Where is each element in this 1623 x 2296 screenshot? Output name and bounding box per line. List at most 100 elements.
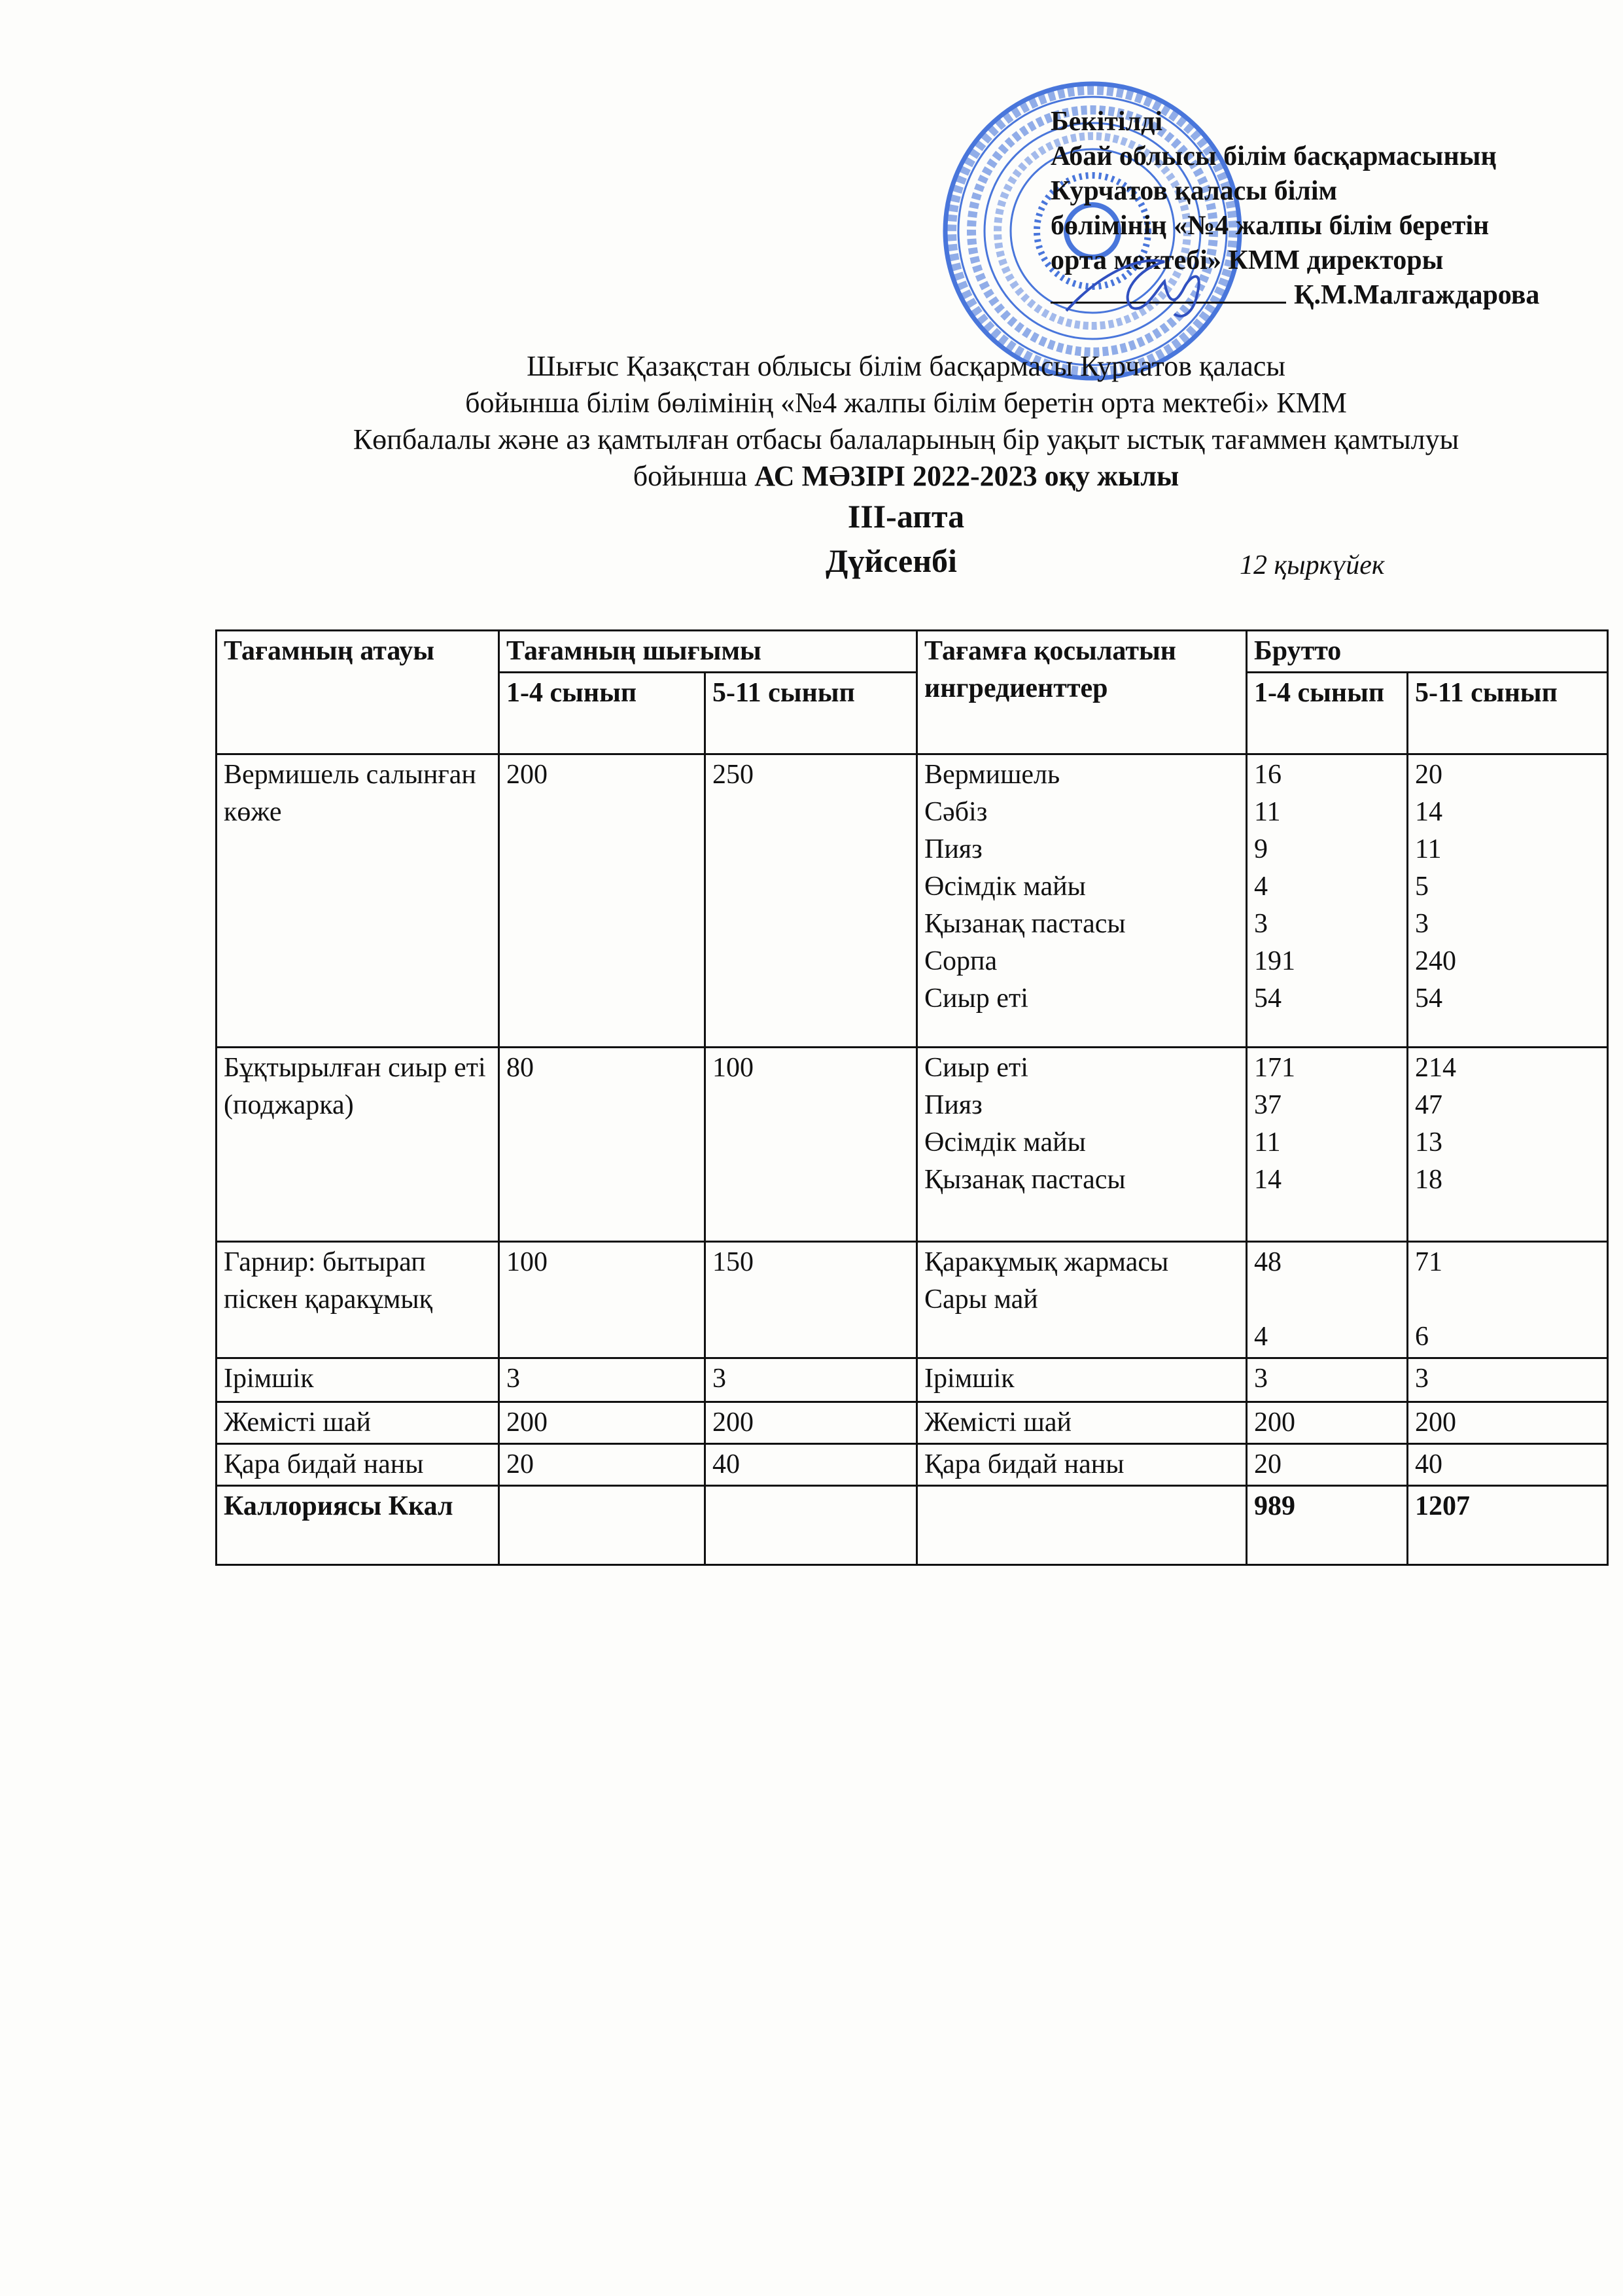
official-stamp — [943, 81, 1242, 381]
approval-line: бөлімінің «№4 жалпы білім беретін — [1051, 211, 1490, 241]
date-label: 12 қыркүйек — [1240, 550, 1385, 580]
empty-cell — [916, 1485, 1248, 1566]
cell-line: 40 — [1415, 1449, 1442, 1479]
total-row: Каллориясы Ккал 989 1207 — [215, 1485, 1609, 1566]
cell-line: 71 — [1415, 1247, 1442, 1277]
signer-name: Қ.М.Малгаждарова — [1294, 280, 1540, 310]
total-5-11: 1207 — [1406, 1485, 1609, 1566]
output-5-11: 3 — [704, 1357, 918, 1403]
output-1-4: 100 — [498, 1241, 706, 1359]
total-1-4: 989 — [1246, 1485, 1408, 1566]
brutto-1-4-cell: 171 37 11 14 — [1246, 1046, 1408, 1243]
cell-line: 18 — [1415, 1165, 1442, 1195]
header-ingredients: Тағамға қосылатын ингредиенттер — [916, 629, 1248, 755]
cell-line: Сиыр еті — [924, 983, 1028, 1014]
cell-line: 4 — [1254, 872, 1268, 902]
week-label: III-апта — [847, 498, 965, 535]
output-5-11: 40 — [704, 1443, 918, 1487]
cell-line: 14 — [1415, 797, 1442, 827]
cell-line: 214 — [1415, 1053, 1456, 1083]
cell-line: 54 — [1254, 983, 1282, 1014]
cell-line: Ірімшік — [924, 1364, 1015, 1394]
output-5-11: 200 — [704, 1401, 918, 1445]
cell-line: Пияз — [924, 1090, 983, 1120]
ingredients-cell: Жемісті шай — [916, 1401, 1248, 1445]
cell-line: Өсімдік майы — [924, 872, 1086, 902]
output-1-4: 80 — [498, 1046, 706, 1243]
brutto-5-11-cell: 214 47 13 18 — [1406, 1046, 1609, 1243]
cell-line: 6 — [1415, 1322, 1429, 1352]
cell-line: 54 — [1415, 983, 1442, 1014]
cell-line: 48 — [1254, 1247, 1282, 1277]
cell-line: 20 — [1254, 1449, 1282, 1479]
table-row: Бұқтырылған сиыр еті (поджарка) 80 100 Сиыр… — [215, 1046, 1609, 1243]
dish-name: Гарнир: бытырап піскен қаракұмық — [215, 1241, 500, 1359]
dish-name: Вермишель салынған көже — [215, 753, 500, 1048]
cell-line: 11 — [1254, 797, 1281, 827]
cell-line: 11 — [1254, 1127, 1281, 1157]
dish-name: Жемісті шай — [215, 1401, 500, 1445]
cell-line: 9 — [1254, 834, 1268, 864]
cell-line: 13 — [1415, 1127, 1442, 1157]
cell-line: 4 — [1254, 1322, 1268, 1352]
table-row: Жемісті шай 200 200 Жемісті шай 200 200 — [215, 1401, 1609, 1445]
cell-line: Сары май — [924, 1284, 1038, 1315]
brutto-5-11-cell: 71 6 — [1406, 1241, 1609, 1359]
cell-line: 3 — [1415, 1364, 1429, 1394]
cell-line: Сиыр еті — [924, 1053, 1028, 1083]
empty-cell — [498, 1485, 706, 1566]
cell-line: 3 — [1415, 909, 1429, 939]
ingredients-cell: Қара бидай наны — [916, 1443, 1248, 1487]
header-line: Шығыс Қазақстан облысы білім басқармасы … — [527, 350, 1285, 382]
brutto-1-4-cell: 3 — [1246, 1357, 1408, 1403]
cell-line: Өсімдік майы — [924, 1127, 1086, 1157]
dish-name: Қара бидай наны — [215, 1443, 500, 1487]
cell-line: Пияз — [924, 834, 983, 864]
cell-line: 47 — [1415, 1090, 1442, 1120]
header-line: бойынша білім бөлімінің «№4 жалпы білім … — [465, 387, 1347, 419]
ingredients-cell: Вермишель Сәбіз Пияз Өсімдік майы Қызанақ па… — [916, 753, 1248, 1048]
header-output: Тағамның шығымы — [498, 629, 918, 673]
brutto-5-11-cell: 20 14 11 5 3 240 54 — [1406, 753, 1609, 1048]
cell-line: 3 — [1254, 909, 1268, 939]
approval-block: Бекітілді Абай облысы білім басқармасыны… — [1051, 105, 1539, 313]
cell-line — [1415, 1281, 1600, 1318]
cell-line: 3 — [1254, 1364, 1268, 1394]
ingredients-cell: Ірімшік — [916, 1357, 1248, 1403]
output-1-4: 3 — [498, 1357, 706, 1403]
document-header: Шығыс Қазақстан облысы білім басқармасы … — [196, 348, 1616, 495]
cell-line: 171 — [1254, 1053, 1295, 1083]
cell-line: 191 — [1254, 946, 1295, 976]
dish-name: Ірімшік — [215, 1357, 500, 1403]
table-row: Қара бидай наны 20 40 Қара бидай наны 20 40 — [215, 1443, 1609, 1487]
header-output-5-11: 5-11 сынып — [704, 671, 918, 755]
approval-line: Абай облысы білім басқармасының — [1051, 141, 1497, 171]
output-1-4: 20 — [498, 1443, 706, 1487]
cell-line: 16 — [1254, 760, 1282, 790]
total-label: Каллориясы Ккал — [215, 1485, 500, 1566]
header-line-prefix: бойынша — [633, 460, 755, 492]
cell-line: 14 — [1254, 1165, 1282, 1195]
menu-table: Тағамның атауы Тағамның шығымы Тағамға қ… — [215, 629, 1609, 1566]
output-5-11: 250 — [704, 753, 918, 1048]
cell-line: Сәбіз — [924, 797, 988, 827]
empty-cell — [704, 1485, 918, 1566]
cell-line: Жемісті шай — [924, 1407, 1072, 1438]
cell-line: 240 — [1415, 946, 1456, 976]
brutto-1-4-cell: 20 — [1246, 1443, 1408, 1487]
output-1-4: 200 — [498, 753, 706, 1048]
cell-line: 37 — [1254, 1090, 1282, 1120]
cell-line: Вермишель — [924, 760, 1060, 790]
output-5-11: 150 — [704, 1241, 918, 1359]
cell-line: 200 — [1415, 1407, 1456, 1438]
cell-line: 20 — [1415, 760, 1442, 790]
cell-line: 11 — [1415, 834, 1442, 864]
dish-name: Бұқтырылған сиыр еті (поджарка) — [215, 1046, 500, 1243]
table-row: Вермишель салынған көже 200 250 Вермишель Сә… — [215, 753, 1609, 1048]
handwritten-signature — [1065, 259, 1200, 318]
signature-line — [1051, 302, 1286, 304]
approval-line: Бекітілді — [1051, 107, 1163, 137]
table-row: Гарнир: бытырап піскен қаракұмық 100 150 Қа… — [215, 1241, 1609, 1359]
header-line: Көпбалалы және аз қамтылған отбасы балал… — [353, 423, 1459, 455]
ingredients-cell: Сиыр еті Пияз Өсімдік майы Қызанақ пастасы — [916, 1046, 1248, 1243]
